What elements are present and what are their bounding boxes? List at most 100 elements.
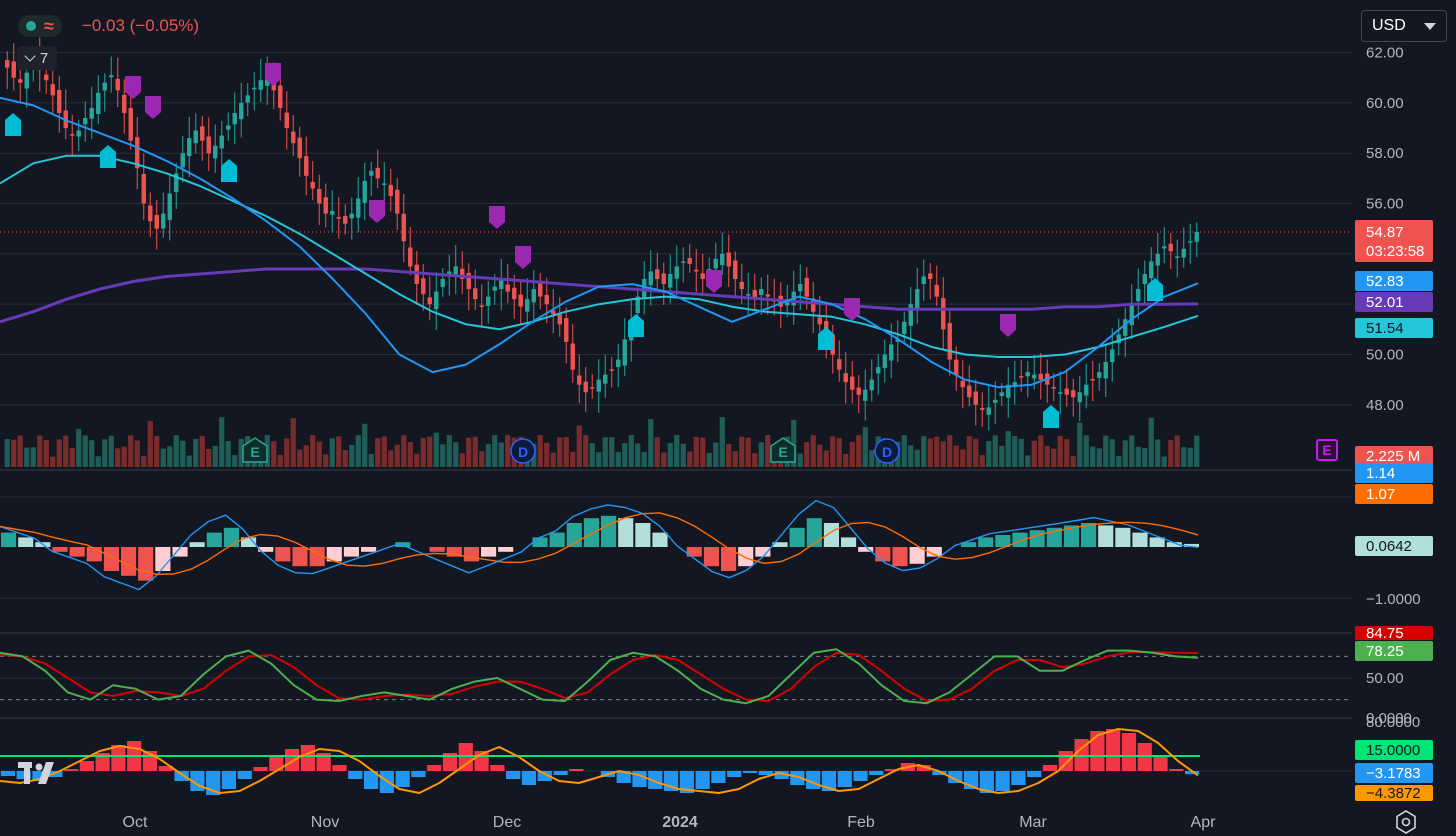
candle-body — [44, 74, 49, 81]
macd-histogram-bar — [635, 523, 651, 547]
candle-body — [635, 296, 640, 313]
candle-body — [811, 298, 816, 312]
candle-body — [174, 173, 179, 193]
osc-histogram-bar — [442, 753, 458, 771]
candle-body — [733, 260, 738, 280]
osc-histogram-bar — [727, 771, 742, 777]
earnings-upcoming-icon[interactable]: E — [1316, 439, 1338, 461]
volume-bar — [1057, 435, 1063, 467]
osc-histogram-bar — [332, 765, 347, 771]
candle-body — [1012, 382, 1017, 388]
candle-body — [76, 130, 81, 137]
market-status-pill[interactable]: ≈ — [18, 15, 62, 37]
volume-bar — [336, 436, 342, 467]
earnings-icon — [770, 437, 796, 463]
volume-bar — [674, 435, 680, 467]
sell-marker-icon — [706, 270, 722, 293]
osc-histogram-bar — [648, 771, 663, 789]
currency-select[interactable]: USD — [1361, 10, 1447, 42]
candle-body — [57, 89, 62, 113]
macd-histogram-bar — [823, 523, 839, 547]
candle-body — [551, 310, 556, 315]
volume-bar — [791, 419, 797, 467]
osc-threshold-tag: 15.0000 — [1366, 742, 1420, 759]
moving-averages — [0, 96, 1199, 389]
volume-bar — [979, 455, 985, 467]
volume-bar — [550, 452, 556, 467]
candle-body — [752, 289, 757, 300]
volume-bar — [76, 428, 82, 467]
candle-body — [115, 78, 120, 91]
volume-bar — [973, 438, 979, 467]
volume-bar — [1051, 448, 1057, 467]
candle-body — [759, 289, 764, 296]
osc-histogram-bar — [711, 771, 726, 783]
volume-bar — [732, 451, 738, 467]
volume-bar — [310, 435, 316, 467]
candle-body — [1077, 392, 1082, 403]
candle-body — [1175, 256, 1180, 258]
volume-bar — [290, 418, 296, 467]
candle-body — [980, 408, 985, 410]
settings-gear-icon[interactable] — [1394, 810, 1418, 834]
signal-value-tag-bg — [1355, 484, 1433, 504]
tradingview-logo-icon[interactable] — [18, 758, 60, 788]
volume-bar — [667, 442, 673, 467]
candle-body — [817, 317, 822, 325]
volume-bar — [609, 437, 615, 467]
ema-fast-line — [0, 96, 1199, 389]
macd-histogram-bar — [121, 547, 137, 576]
sell-marker-icon — [125, 76, 141, 99]
macd-histogram-bar — [326, 547, 342, 562]
macd-histogram-bar — [292, 547, 308, 567]
volume-bar — [388, 450, 394, 467]
volume-bar — [589, 443, 595, 467]
candle-body — [154, 214, 159, 229]
candle-body — [492, 286, 497, 291]
buy-marker-icon — [5, 113, 21, 136]
candle-body — [700, 273, 705, 280]
dividend-icon — [874, 438, 900, 464]
macd-histogram-bar — [241, 537, 257, 547]
candle-body — [616, 359, 621, 368]
osc-histogram-bar — [1153, 757, 1168, 771]
osc-histogram-bar — [758, 771, 773, 775]
volume-bar — [726, 444, 732, 467]
stoch-d-line — [0, 651, 1199, 702]
volume-bar — [901, 435, 907, 467]
macd-histogram-bar — [172, 547, 188, 557]
volume-bar — [95, 456, 101, 467]
volume-bar — [381, 436, 387, 467]
volume-bar — [739, 436, 745, 467]
osc-histogram-bar — [253, 767, 268, 771]
macd-histogram-bar — [721, 547, 737, 571]
macd-histogram-bar — [429, 547, 445, 552]
osc-value-tag-bg — [1355, 763, 1433, 783]
time-tick-label: Dec — [493, 814, 521, 831]
candle-body — [837, 359, 842, 370]
candle-body — [278, 85, 283, 108]
collapse-indicators-button[interactable]: 7 — [17, 46, 57, 70]
sma-slow-line — [0, 267, 1199, 324]
buy-marker-icon — [1147, 278, 1163, 301]
candle-body — [5, 60, 10, 68]
volume-bar — [342, 449, 348, 467]
buy-marker-icon — [818, 327, 834, 350]
volume-bar — [4, 439, 10, 467]
stoch-tick-label: 50.00 — [1366, 670, 1404, 687]
macd-histogram-bar — [275, 547, 291, 562]
volume-bar — [297, 449, 303, 467]
volume-bar — [1148, 417, 1154, 467]
osc-histogram-bar — [790, 771, 805, 785]
osc-histogram-bar — [569, 769, 584, 771]
candle-body — [674, 266, 679, 279]
buy-marker-icon — [100, 145, 116, 168]
osc-histogram-bar — [221, 771, 237, 789]
stoch-k-tag-bg — [1355, 641, 1433, 661]
volume-bar — [134, 440, 140, 467]
volume-bar — [479, 451, 485, 467]
volume-bar — [1116, 456, 1122, 467]
volume-bar — [355, 435, 361, 467]
volume-bar — [1122, 440, 1128, 467]
